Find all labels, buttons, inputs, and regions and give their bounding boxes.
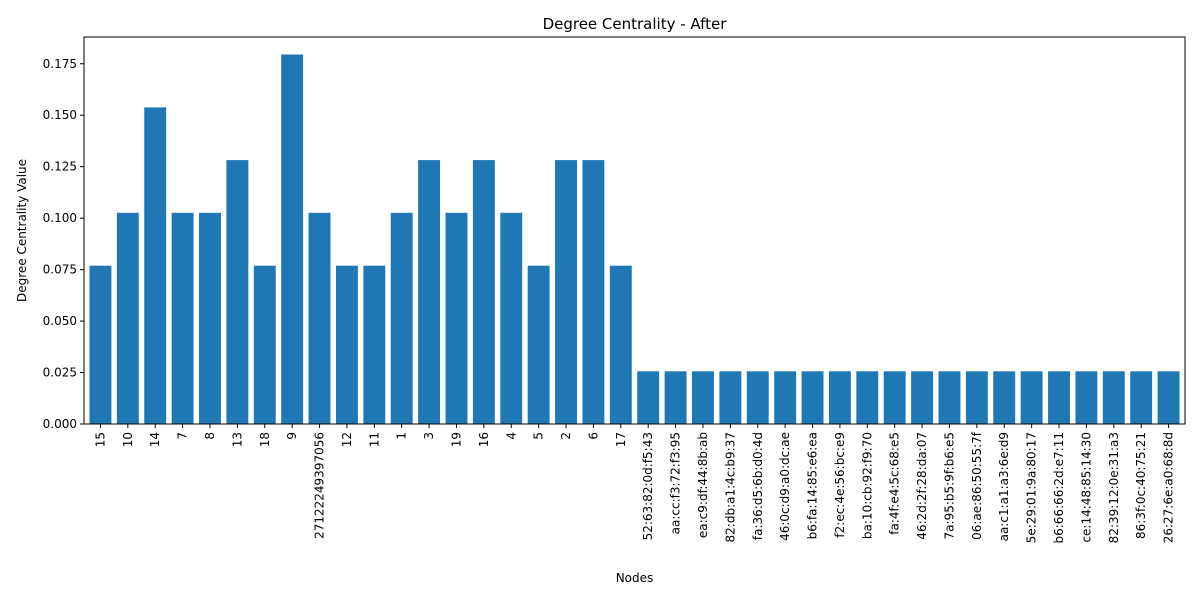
x-tick-label: ba:10:cb:92:f9:70	[860, 432, 874, 539]
bar-18	[253, 265, 276, 424]
x-tick-label: 16	[477, 432, 491, 447]
x-tick-label: 9	[285, 432, 299, 440]
bar-17	[609, 265, 632, 424]
bar-ba:10:cb:92:f9:70	[856, 371, 879, 424]
x-axis: 15 10 14 7 8 13 18 9 27122249397056 12 11 1 3 19 16 4 5 2…	[93, 424, 1176, 544]
x-tick-label: fa:36:d5:6b:d0:4d	[751, 432, 765, 540]
x-tick-label: 7a:95:b5:9f:b6:e5	[942, 432, 956, 539]
bar-52:63:82:0d:f5:43	[637, 371, 660, 424]
y-tick-label: 0.150	[43, 108, 77, 122]
bar-aa:cc:f3:72:f3:95	[664, 371, 687, 424]
x-tick-label: 5e:29:01:9a:80:17	[1025, 432, 1039, 543]
x-tick-label: 12	[340, 432, 354, 447]
y-tick-label: 0.000	[43, 417, 77, 431]
bar-fa:4f:e4:5c:68:e5	[883, 371, 906, 424]
x-tick-label: 27122249397056	[313, 432, 327, 539]
x-tick-label: fa:4f:e4:5c:68:e5	[888, 432, 902, 535]
x-tick-label: 3	[422, 432, 436, 440]
x-tick-label: 8	[203, 432, 217, 440]
x-tick-label: 52:63:82:0d:f5:43	[641, 432, 655, 540]
x-tick-label: aa:cc:f3:72:f3:95	[669, 432, 683, 534]
bar-ea:c9:df:44:8b:ab	[692, 371, 714, 424]
x-tick-label: 7	[176, 432, 190, 440]
x-tick-label: 5	[532, 432, 546, 440]
y-axis-label: Degree Centrality Value	[15, 159, 29, 302]
x-tick-label: 82:39:12:0e:31:a3	[1107, 432, 1121, 543]
bar-06:ae:86:50:55:7f	[965, 371, 988, 424]
x-tick-label: 15	[93, 432, 107, 447]
bar-ce:14:48:85:14:30	[1075, 371, 1098, 424]
x-tick-label: f2:ec:4e:56:bc:e9	[833, 432, 847, 538]
x-tick-label: 19	[449, 432, 463, 447]
bars-group	[89, 54, 1180, 425]
y-axis: 0.000 0.025 0.050 0.075 0.100 0.125 0.150 0.175	[43, 57, 84, 431]
bar-11	[363, 265, 386, 424]
bar-8	[199, 212, 221, 424]
bar-3	[418, 160, 441, 424]
x-tick-label: 2	[559, 432, 573, 440]
y-tick-label: 0.100	[43, 211, 77, 225]
bar-27122249397056	[308, 212, 331, 424]
y-tick-label: 0.075	[43, 263, 77, 277]
bar-f2:ec:4e:56:bc:e9	[828, 371, 851, 424]
bar-b6:fa:14:85:e6:ea	[801, 371, 824, 424]
bar-fa:36:d5:6b:d0:4d	[746, 371, 769, 424]
bar-16	[472, 160, 495, 424]
x-tick-label: 46:0c:d9:a0:dc:ae	[778, 432, 792, 541]
x-tick-label: 11	[367, 432, 381, 447]
x-tick-label: 14	[148, 432, 162, 447]
bar-7a:95:b5:9f:b6:e5	[938, 371, 961, 424]
bar-4	[500, 212, 523, 424]
x-tick-label: 82:db:a1:4c:b9:37	[723, 432, 737, 542]
chart-title: Degree Centrality - After	[543, 15, 728, 33]
x-tick-label: 26:27:6e:a0:68:8d	[1162, 432, 1176, 543]
x-axis-label: Nodes	[616, 571, 654, 585]
x-tick-label: b6:fa:14:85:e6:ea	[806, 432, 820, 539]
y-tick-label: 0.050	[43, 314, 77, 328]
y-tick-label: 0.125	[43, 160, 77, 174]
bar-7	[171, 212, 194, 424]
x-tick-label: aa:c1:a1:a3:6e:d9	[997, 432, 1011, 541]
x-tick-label: 10	[121, 432, 135, 447]
bar-14	[144, 107, 167, 425]
bar-82:39:12:0e:31:a3	[1102, 371, 1125, 424]
bar-b6:66:66:2d:e7:11	[1048, 371, 1070, 424]
bar-1	[390, 212, 413, 424]
bar-46:0c:d9:a0:dc:ae	[774, 371, 797, 424]
bar-19	[445, 212, 468, 424]
bar-6	[582, 160, 605, 424]
bar-12	[335, 265, 358, 424]
bar-10	[116, 212, 139, 424]
x-tick-label: ce:14:48:85:14:30	[1079, 432, 1093, 543]
x-tick-label: 17	[614, 432, 628, 447]
bar-86:3f:0c:40:75:21	[1130, 371, 1153, 424]
x-tick-label: 18	[258, 432, 272, 447]
bar-aa:c1:a1:a3:6e:d9	[993, 371, 1016, 424]
x-tick-label: 13	[230, 432, 244, 447]
bar-9	[281, 54, 304, 424]
x-tick-label: 06:ae:86:50:55:7f	[970, 431, 984, 540]
x-tick-label: b6:66:66:2d:e7:11	[1052, 432, 1066, 544]
bar-2	[555, 160, 577, 424]
bar-13	[226, 160, 249, 424]
x-tick-label: 86:3f:0c:40:75:21	[1134, 432, 1148, 539]
bar-15	[89, 265, 112, 424]
x-tick-label: ea:c9:df:44:8b:ab	[696, 432, 710, 538]
bar-82:db:a1:4c:b9:37	[719, 371, 742, 424]
bar-26:27:6e:a0:68:8d	[1157, 371, 1180, 424]
x-tick-label: 1	[395, 432, 409, 440]
bar-46:2d:2f:28:da:07	[911, 371, 934, 424]
x-tick-label: 6	[586, 432, 600, 440]
y-tick-label: 0.025	[43, 366, 77, 380]
x-tick-label: 46:2d:2f:28:da:07	[915, 432, 929, 540]
bar-5	[527, 265, 550, 424]
x-tick-label: 4	[504, 432, 518, 440]
plot-frame	[83, 36, 1186, 425]
y-tick-label: 0.175	[43, 57, 77, 71]
bar-5e:29:01:9a:80:17	[1020, 371, 1043, 424]
